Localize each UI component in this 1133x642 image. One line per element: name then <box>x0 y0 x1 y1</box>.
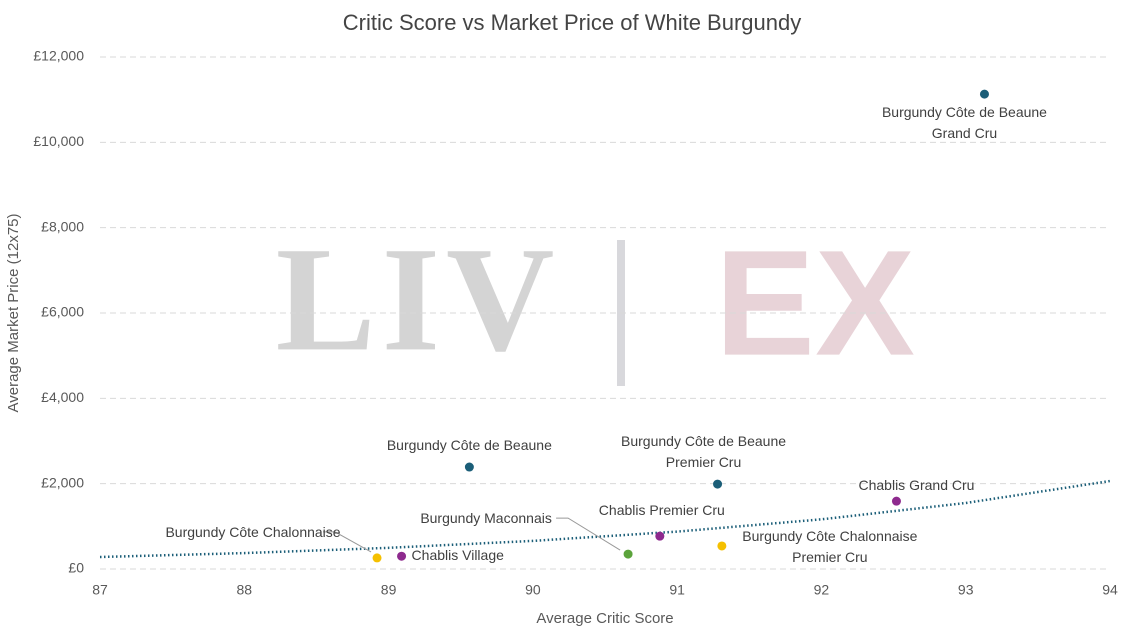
point <box>713 479 723 489</box>
x-tick-label: 92 <box>814 582 830 598</box>
y-tick-label: £12,000 <box>33 48 84 64</box>
trendline <box>99 479 1111 559</box>
point-label: Burgundy Côte de Beaune Premier Cru <box>621 433 787 471</box>
point-label: Burgundy Maconnais <box>420 510 552 527</box>
point <box>891 496 901 506</box>
x-tick-label: 89 <box>381 582 397 598</box>
point-label: Burgundy Côte Chalonnaise <box>165 523 341 540</box>
x-tick-label: 94 <box>1102 582 1118 598</box>
chart-title: Critic Score vs Market Price of White Bu… <box>343 10 801 35</box>
point <box>979 89 989 99</box>
y-tick-label: £6,000 <box>41 304 84 320</box>
x-axis-label: Average Critic Score <box>536 610 673 627</box>
x-tick-label: 91 <box>669 582 685 598</box>
point <box>397 551 407 561</box>
y-tick-label: £4,000 <box>41 389 84 405</box>
y-tick-label: £2,000 <box>41 474 84 490</box>
point-label: Chablis Grand Cru <box>858 477 975 494</box>
point-label: Burgundy Côte de Beaune <box>386 437 552 454</box>
point-label: Burgundy Côte de Beaune Grand Cru <box>881 104 1047 142</box>
watermark-left: LIV <box>276 216 561 382</box>
point <box>655 531 665 541</box>
y-tick-label: £8,000 <box>41 218 84 234</box>
point-label: Burgundy Côte Chalonnaise Premier Cru <box>742 527 918 565</box>
point <box>717 541 727 551</box>
x-tick-label: 88 <box>236 582 252 598</box>
y-tick-label: £10,000 <box>33 133 84 149</box>
leader-line <box>323 531 372 553</box>
point-label: Chablis Village <box>411 547 504 564</box>
point <box>372 553 382 563</box>
leader-line <box>556 517 621 551</box>
point-label: Chablis Premier Cru <box>598 502 725 519</box>
point <box>623 549 633 559</box>
y-tick-label: £0 <box>68 560 84 576</box>
x-tick-label: 93 <box>958 582 974 598</box>
watermark-right: EX <box>715 219 915 387</box>
x-tick-label: 90 <box>525 582 541 598</box>
y-axis-label: Average Market Price (12x75) <box>5 214 22 413</box>
point <box>464 462 474 472</box>
x-tick-label: 87 <box>92 582 108 598</box>
